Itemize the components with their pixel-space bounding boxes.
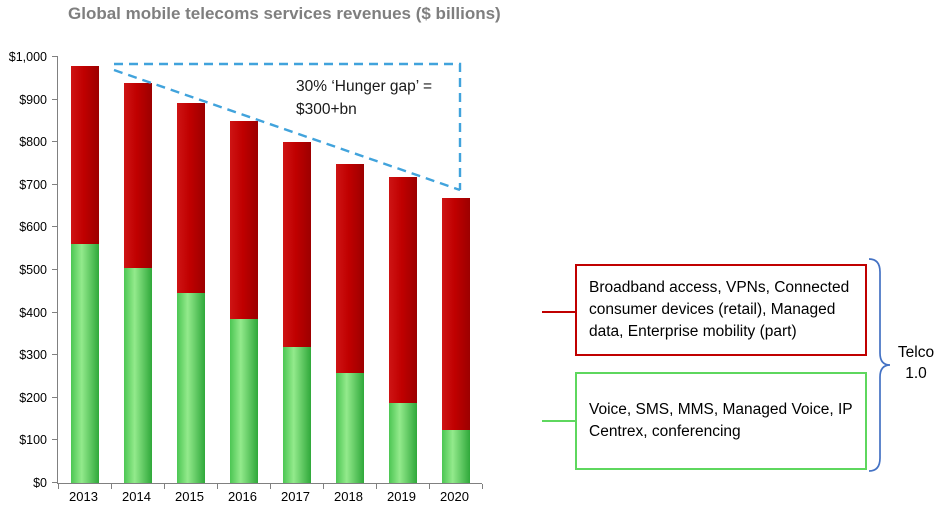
x-tick-label: 2019 <box>387 489 416 504</box>
bar-segment-red <box>441 197 470 430</box>
y-tick <box>52 98 58 100</box>
stacked-bar-2013 <box>70 57 99 483</box>
bar-segment-red <box>176 102 205 294</box>
x-tick-label: 2018 <box>334 489 363 504</box>
y-tick <box>52 439 58 441</box>
x-tick <box>217 484 218 489</box>
y-tick-label: $500 <box>19 263 47 277</box>
red-callout-text: Broadband access, VPNs, Connected consum… <box>589 279 850 340</box>
telco-brace <box>868 258 891 472</box>
y-tick <box>52 56 58 57</box>
x-tick-label: 2013 <box>69 489 98 504</box>
bar-segment-green <box>123 267 152 483</box>
y-tick <box>52 226 58 228</box>
y-tick <box>52 354 58 356</box>
green-callout-box: Voice, SMS, MMS, Managed Voice, IP Centr… <box>575 372 867 470</box>
y-tick-label: $0 <box>33 476 47 490</box>
bar-segment-red <box>282 142 311 347</box>
y-tick <box>52 482 58 483</box>
y-axis-labels: $0 $100 $200 $300 $400 $500 $600 $700 $800 $900 $1… <box>0 50 57 490</box>
x-tick-label: 2015 <box>175 489 204 504</box>
telco-label-line1: Telco <box>897 344 935 361</box>
stacked-bar-2016 <box>229 57 258 483</box>
stacked-bar-2015 <box>176 57 205 483</box>
x-axis-labels: 2013 2014 2015 2016 2017 2018 2019 2020 <box>57 489 481 504</box>
bar-segment-green <box>282 346 311 483</box>
bar-segment-red <box>335 164 364 374</box>
bar-slot <box>323 57 376 483</box>
bar-slot <box>111 57 164 483</box>
x-tick-label: 2020 <box>440 489 469 504</box>
x-tick <box>482 484 483 489</box>
y-tick-label: $900 <box>19 92 47 107</box>
x-tick <box>111 484 112 489</box>
red-callout-box: Broadband access, VPNs, Connected consum… <box>575 264 867 356</box>
bar-segment-red <box>123 82 152 268</box>
bar-segment-green <box>388 402 417 483</box>
bars <box>58 57 482 483</box>
y-tick <box>52 141 58 143</box>
y-tick-label: $100 <box>19 433 47 448</box>
x-tick <box>429 484 430 489</box>
y-tick-label: $400 <box>19 305 47 320</box>
y-tick <box>52 396 58 398</box>
y-tick-label: $800 <box>19 135 47 150</box>
bar-slot <box>164 57 217 483</box>
x-tick <box>164 484 165 489</box>
green-connector-line <box>542 420 575 422</box>
x-tick <box>376 484 377 489</box>
stacked-bar-2018 <box>335 57 364 483</box>
bar-slot <box>58 57 111 483</box>
y-tick <box>52 269 58 270</box>
bar-slot <box>270 57 323 483</box>
y-tick-label: $1,000 <box>8 50 47 64</box>
bar-segment-green <box>176 293 205 483</box>
green-callout-text: Voice, SMS, MMS, Managed Voice, IP Centr… <box>589 401 853 440</box>
x-tick-label: 2017 <box>281 489 310 504</box>
telco-label-line2: 1.0 <box>905 364 927 382</box>
bar-segment-red <box>388 177 417 403</box>
y-tick-label: $700 <box>19 177 47 192</box>
stacked-bar-2019 <box>388 57 417 483</box>
y-tick <box>52 183 58 185</box>
plot-area: 30% ‘Hunger gap’ = $300+bn <box>52 56 483 489</box>
bar-slot <box>376 57 429 483</box>
y-tick-label: $600 <box>19 220 47 235</box>
x-tick <box>323 484 324 489</box>
hunger-gap-annotation: 30% ‘Hunger gap’ = $300+bn <box>296 78 433 119</box>
bar-segment-green <box>441 429 470 483</box>
telco-1-0-label: Telco 1.0 <box>892 343 940 385</box>
hunger-gap-dashed-triangle <box>113 62 462 192</box>
y-tick-label: $200 <box>19 390 47 405</box>
bar-segment-red <box>70 65 99 245</box>
bar-slot <box>429 57 482 483</box>
bar-segment-green <box>229 319 258 483</box>
stacked-bar-2017 <box>282 57 311 483</box>
chart-title: Global mobile telecoms services revenues… <box>68 4 501 23</box>
bar-slot <box>217 57 270 483</box>
red-connector-line <box>542 311 575 313</box>
bar-segment-green <box>335 373 364 483</box>
bar-segment-red <box>229 120 258 319</box>
x-tick <box>270 484 271 489</box>
x-tick-label: 2014 <box>122 489 151 504</box>
y-tick-label: $300 <box>19 348 47 363</box>
stacked-bar-2020 <box>441 57 470 483</box>
x-tick <box>58 484 59 489</box>
y-tick <box>52 311 58 313</box>
x-tick-label: 2016 <box>228 489 257 504</box>
bar-segment-green <box>70 244 99 483</box>
stacked-bar-2014 <box>123 57 152 483</box>
